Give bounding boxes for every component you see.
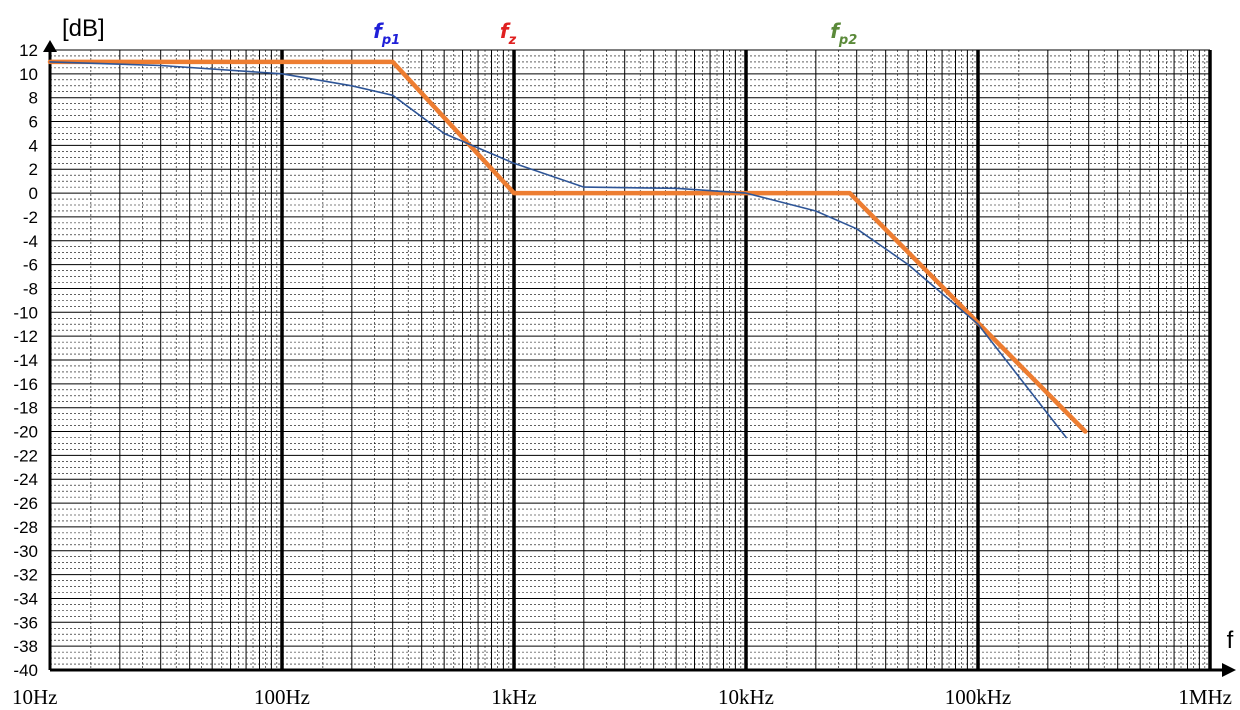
annotation-subscript: p2	[838, 33, 857, 48]
annotation-p1: fp1	[373, 19, 400, 48]
x-tick-label: 10Hz	[12, 685, 58, 709]
y-tick-label: -24	[13, 470, 38, 489]
y-tick-label: -4	[23, 232, 38, 251]
annotation-p2: fp2	[830, 19, 857, 48]
y-tick-label: -26	[13, 494, 38, 513]
annotation-base: f	[500, 19, 511, 43]
y-tick-label: 12	[19, 41, 38, 60]
y-axis-arrow	[43, 40, 57, 52]
y-tick-label: -30	[13, 542, 38, 561]
annotation-base: f	[830, 19, 841, 43]
asymptotic-line	[47, 59, 1088, 434]
annotation-subscript: p1	[381, 33, 400, 48]
y-tick-label: -14	[13, 351, 38, 370]
y-tick-label: -12	[13, 327, 38, 346]
grid	[50, 49, 1212, 671]
x-tick-label: 10kHz	[718, 685, 774, 709]
y-tick-label: -32	[13, 566, 38, 585]
x-tick-label: 100Hz	[254, 685, 310, 709]
y-tick-label: -22	[13, 446, 38, 465]
y-tick-label: 4	[29, 136, 38, 155]
x-axis-label: f	[1227, 627, 1234, 654]
x-tick-label: 1MHz	[1178, 685, 1232, 709]
annotation-base: f	[373, 19, 384, 43]
labels: 12 10 8 6 4 2 0 -2 -4 -6 -8 -10 -12 -14 -16 -18 -20 -22 -2…	[12, 15, 1234, 709]
x-axis-arrow	[1222, 663, 1236, 677]
x-tick-label: 1kHz	[491, 685, 537, 709]
y-tick-label: 6	[29, 113, 38, 132]
series-group	[47, 59, 1088, 439]
y-axis-label: [dB]	[62, 15, 105, 42]
y-tick-label: -8	[23, 279, 38, 298]
y-tick-label: 10	[19, 65, 38, 84]
annotation-z: fz	[500, 19, 517, 48]
y-tick-label: 0	[29, 184, 38, 203]
y-tick-label: -2	[23, 208, 38, 227]
y-tick-label: -36	[13, 613, 38, 632]
annotation-subscript: z	[508, 33, 517, 48]
y-tick-label: -18	[13, 399, 38, 418]
axes	[43, 40, 1236, 677]
y-tick-label: -6	[23, 256, 38, 275]
x-tick-label: 100kHz	[945, 685, 1012, 709]
y-tick-label: 8	[29, 89, 38, 108]
response-curve	[49, 61, 1067, 439]
y-tick-label: -16	[13, 375, 38, 394]
y-tick-label: -28	[13, 518, 38, 537]
y-tick-label: 2	[29, 160, 38, 179]
y-tick-label: -38	[13, 637, 38, 656]
y-tick-label: -20	[13, 423, 38, 442]
y-tick-label: -10	[13, 303, 38, 322]
y-tick-label: -34	[13, 589, 38, 608]
y-tick-label: -40	[13, 661, 38, 680]
